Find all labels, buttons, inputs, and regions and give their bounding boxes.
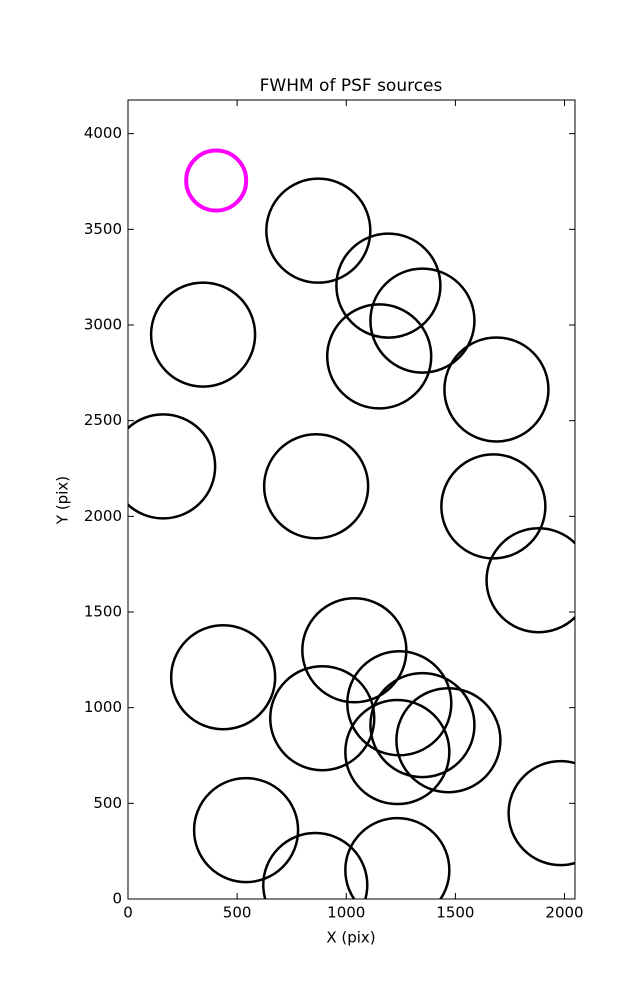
source-circle [346,650,453,757]
source-circle [369,267,476,374]
y-tick-label: 1500 [84,603,122,621]
source-circle [443,336,550,443]
x-tick-label: 1500 [436,904,474,922]
y-axis-label: Y (pix) [54,476,72,525]
source-circle [440,453,547,560]
y-tick-label: 2000 [84,507,122,525]
y-tick-label: 2500 [84,411,122,429]
source-circle [344,698,451,806]
plot-frame [127,99,576,900]
source-circle [344,816,451,899]
y-tick-label: 0 [112,890,122,908]
source-circle [128,413,217,520]
x-tick-label: 0 [123,904,133,922]
source-circle [369,671,476,779]
x-axis-label: X (pix) [326,929,375,947]
source-circle [485,527,575,634]
chart-title: FWHM of PSF sources [260,76,443,96]
source-circle [269,664,376,772]
x-tick-label: 2000 [545,904,583,922]
source-circle [395,686,502,794]
y-tick-label: 3500 [84,220,122,238]
source-circle [325,303,433,410]
source-circle [507,759,575,867]
plot-area [128,148,575,899]
source-circle [262,831,369,899]
y-tick-label: 500 [93,794,122,812]
y-tick-label: 3000 [84,316,122,334]
x-tick-label: 500 [223,904,252,922]
source-circle [149,281,257,388]
y-tick-label: 4000 [84,124,122,142]
source-circle [192,776,300,884]
source-circle [262,433,370,540]
source-circle [265,177,372,284]
source-circle [301,597,408,704]
y-tick-label: 1000 [84,698,122,716]
source-circle [169,623,277,731]
source-circle [335,232,442,339]
x-tick-label: 1000 [327,904,365,922]
highlight-circle [184,148,249,213]
